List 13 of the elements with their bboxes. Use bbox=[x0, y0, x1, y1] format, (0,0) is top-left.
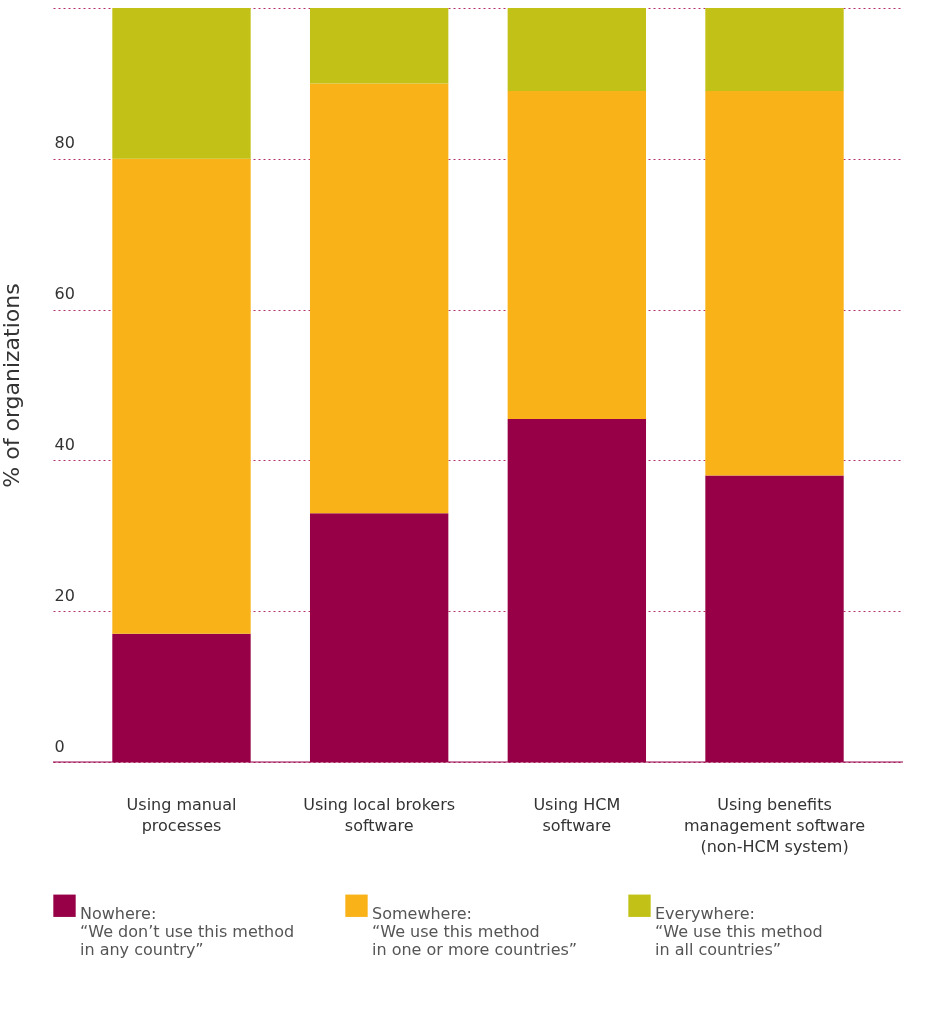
x-tick-label: Using benefits management software (non-HCM system) bbox=[684, 794, 865, 856]
x-tick-label: Using manual processes bbox=[126, 794, 237, 835]
y-axis-title: % of organizations bbox=[0, 283, 24, 488]
x-tick-label: Using local brokers software bbox=[303, 794, 456, 835]
y-tick-label: 0 bbox=[54, 736, 65, 756]
x-tick-label: Using HCM software bbox=[533, 794, 621, 835]
legend-label: Everywhere: “We use this method in all countries” bbox=[655, 903, 823, 959]
y-tick-label: 20 bbox=[54, 585, 75, 605]
y-tick-label: 60 bbox=[54, 284, 75, 304]
y-tick-label: 40 bbox=[54, 434, 75, 454]
y-tick-label: 80 bbox=[54, 133, 75, 153]
legend-label: Somewhere: “We use this method in one or more countries” bbox=[372, 903, 578, 959]
legend-label: Nowhere: “We don’t use this method in any country” bbox=[80, 903, 295, 959]
